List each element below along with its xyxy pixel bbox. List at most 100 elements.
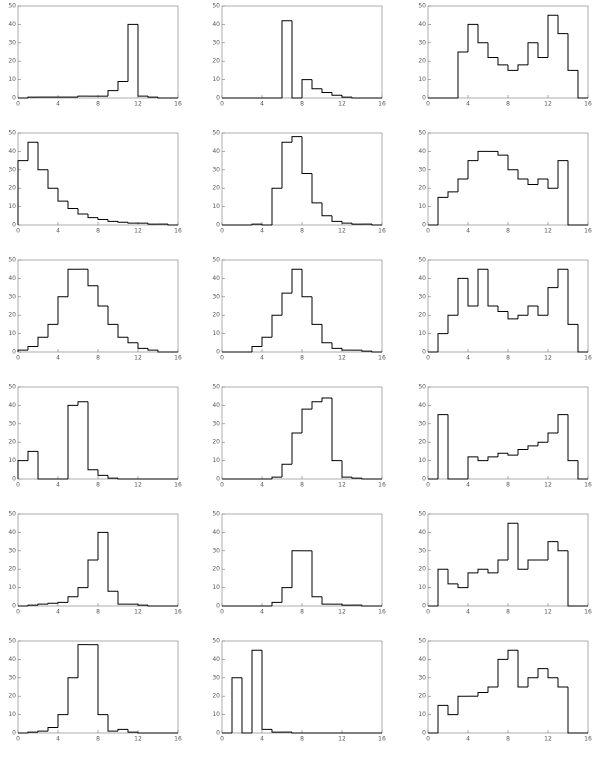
x-tick-label: 0 [426,355,430,362]
x-tick-label: 0 [426,609,430,616]
y-tick-label: 20 [8,185,16,192]
histogram-bin [107,714,118,732]
histogram-bin [437,333,448,352]
x-tick-label: 8 [300,482,304,489]
x-tick-label: 8 [96,355,100,362]
histogram-bin [147,605,158,607]
x-tick-label: 8 [96,101,100,108]
histogram-bin [77,644,88,678]
histogram-bin [271,476,282,479]
histogram-bin [117,478,128,480]
x-tick-label: 12 [338,609,346,616]
histogram-bin [517,650,528,688]
y-tick-label: 10 [418,330,426,337]
histogram-bin [147,96,158,98]
histogram-bin [547,14,558,58]
y-tick-label: 0 [422,349,426,356]
y-tick-label: 0 [422,222,426,229]
histogram-bin [311,173,322,204]
y-tick-label: 50 [8,257,16,264]
y-tick-label: 20 [212,566,220,573]
histogram-bin [467,278,478,307]
histogram-bin [147,223,158,225]
histogram-bin [137,24,148,97]
x-tick-label: 8 [300,355,304,362]
y-tick-label: 10 [8,203,16,210]
histogram-bin [457,178,468,192]
x-tick-label: 12 [134,228,142,235]
histogram-bin [67,404,78,479]
histogram-bin [231,677,242,733]
y-tick-label: 40 [418,148,426,155]
y-tick-label: 0 [12,95,16,102]
y-tick-label: 20 [212,693,220,700]
y-tick-label: 50 [8,130,16,137]
y-tick-label: 40 [8,21,16,28]
histogram-bin [281,20,292,98]
histogram-bin [47,602,58,605]
plot-frame [427,5,589,99]
histogram-bin [507,311,518,320]
histogram-bin [117,591,128,605]
histogram-bin [497,559,508,573]
histogram-bin [577,460,588,480]
histogram-bin [311,550,322,598]
histogram-bin [291,550,302,588]
histogram-bin [517,523,528,570]
y-tick-label: 10 [212,76,220,83]
y-tick-label: 30 [212,166,220,173]
histogram-bin [557,414,568,433]
y-tick-label: 20 [418,439,426,446]
y-tick-label: 40 [418,656,426,663]
histogram-bin [137,604,148,606]
x-tick-label: 12 [134,736,142,743]
histogram-bin [331,342,342,349]
y-tick-label: 0 [422,603,426,610]
y-tick-label: 30 [212,674,220,681]
histogram-bin [487,569,498,574]
histogram-bin [77,401,88,406]
histogram-bin [301,269,312,298]
histogram-bin [157,350,168,353]
histogram-bin [547,179,558,189]
y-tick-label: 10 [418,203,426,210]
x-tick-label: 0 [220,736,224,743]
y-tick-label: 10 [8,584,16,591]
histogram-bin [87,559,98,588]
y-tick-label: 40 [8,529,16,536]
x-tick-label: 8 [506,609,510,616]
histogram-bin [67,596,78,603]
histogram-bin [47,726,58,732]
histogram-bin [361,605,372,607]
y-tick-label: 20 [212,185,220,192]
histogram-bin [107,475,118,479]
histogram-bin [77,95,88,98]
histogram-bin [567,687,578,734]
histogram-bin [527,42,538,65]
y-tick-label: 40 [418,21,426,28]
histogram-bin [87,269,98,287]
x-tick-label: 0 [16,609,20,616]
y-tick-label: 10 [8,711,16,718]
histogram-bin [497,151,508,156]
y-tick-label: 30 [418,420,426,427]
histogram-bin [301,408,312,433]
y-tick-label: 50 [212,384,220,391]
histogram-bin [47,323,58,338]
histogram-bin [527,305,538,316]
y-tick-label: 0 [422,476,426,483]
histogram-bin [557,677,568,688]
histogram-bin [281,141,292,189]
y-tick-label: 40 [212,148,220,155]
x-tick-label: 12 [338,736,346,743]
histogram-bin [497,306,508,313]
x-tick-label: 8 [506,228,510,235]
y-tick-label: 50 [418,3,426,10]
y-tick-label: 0 [216,95,220,102]
x-tick-label: 16 [584,736,592,743]
y-tick-label: 30 [212,547,220,554]
x-tick-label: 8 [300,101,304,108]
x-tick-label: 4 [466,609,470,616]
histogram-bin [127,23,138,82]
histogram-bin [117,324,128,338]
